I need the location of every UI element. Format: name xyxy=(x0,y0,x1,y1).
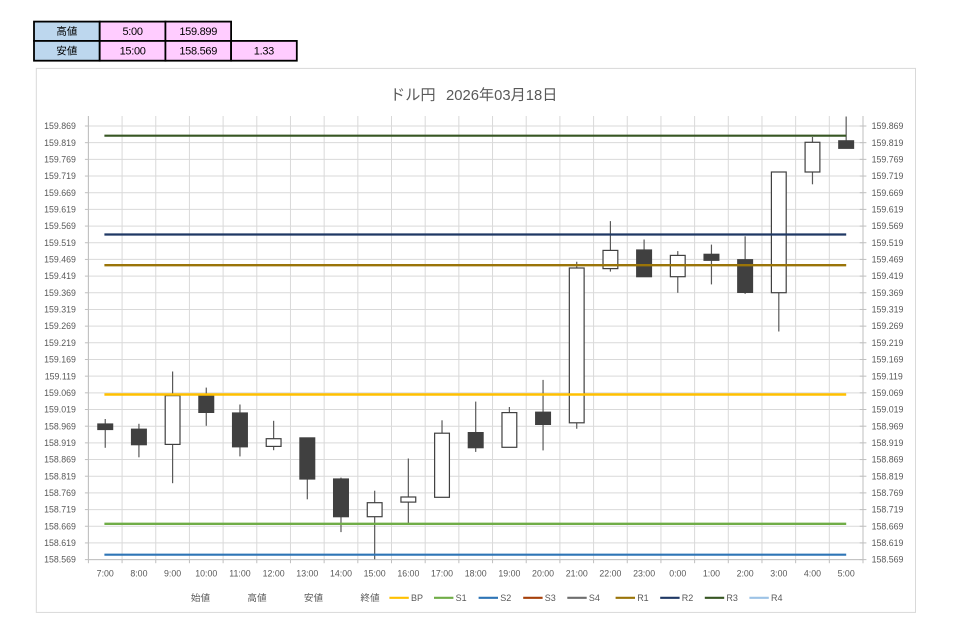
svg-text:21:00: 21:00 xyxy=(566,569,588,579)
svg-text:159.419: 159.419 xyxy=(44,271,76,281)
svg-text:158.919: 158.919 xyxy=(44,438,76,448)
svg-text:158.869: 158.869 xyxy=(44,455,76,465)
svg-text:12:00: 12:00 xyxy=(263,569,285,579)
svg-text:11:00: 11:00 xyxy=(229,569,250,579)
svg-text:15:00: 15:00 xyxy=(364,569,386,579)
svg-text:159.869: 159.869 xyxy=(44,121,76,131)
svg-text:159.469: 159.469 xyxy=(872,255,904,265)
svg-text:158.819: 158.819 xyxy=(44,471,76,481)
svg-text:158.569: 158.569 xyxy=(872,555,904,565)
svg-text:S1: S1 xyxy=(456,593,467,603)
svg-text:158.669: 158.669 xyxy=(872,521,904,531)
svg-text:159.319: 159.319 xyxy=(44,305,76,315)
svg-text:S3: S3 xyxy=(545,593,556,603)
svg-text:159.519: 159.519 xyxy=(44,238,76,248)
svg-text:22:00: 22:00 xyxy=(599,569,621,579)
svg-text:R1: R1 xyxy=(637,593,649,603)
svg-text:159.619: 159.619 xyxy=(44,204,76,214)
svg-text:R3: R3 xyxy=(726,593,738,603)
svg-text:9:00: 9:00 xyxy=(164,569,181,579)
svg-text:158.869: 158.869 xyxy=(872,455,904,465)
svg-text:159.719: 159.719 xyxy=(44,171,76,181)
svg-text:159.219: 159.219 xyxy=(872,338,904,348)
svg-text:159.469: 159.469 xyxy=(44,255,76,265)
svg-text:5:00: 5:00 xyxy=(122,26,142,38)
svg-text:03: 03 xyxy=(494,88,510,104)
svg-text:S4: S4 xyxy=(589,593,600,603)
svg-text:159.169: 159.169 xyxy=(44,355,76,365)
svg-text:159.619: 159.619 xyxy=(872,204,904,214)
svg-text:16:00: 16:00 xyxy=(397,569,419,579)
svg-text:159.269: 159.269 xyxy=(872,321,904,331)
svg-text:158.769: 158.769 xyxy=(872,488,904,498)
svg-text:158.669: 158.669 xyxy=(44,521,76,531)
svg-text:15:00: 15:00 xyxy=(120,46,146,58)
svg-text:159.819: 159.819 xyxy=(872,138,904,148)
svg-text:BP: BP xyxy=(411,593,423,603)
svg-text:3:00: 3:00 xyxy=(770,569,787,579)
svg-text:158.619: 158.619 xyxy=(872,538,904,548)
svg-text:20:00: 20:00 xyxy=(532,569,554,579)
svg-text:4:00: 4:00 xyxy=(804,569,821,579)
svg-text:17:00: 17:00 xyxy=(431,569,453,579)
svg-text:159.569: 159.569 xyxy=(44,221,76,231)
svg-text:159.119: 159.119 xyxy=(45,371,76,381)
svg-text:7:00: 7:00 xyxy=(97,569,114,579)
svg-text:159.119: 159.119 xyxy=(872,371,903,381)
svg-text:159.219: 159.219 xyxy=(44,338,76,348)
svg-text:158.719: 158.719 xyxy=(44,505,76,515)
svg-text:159.319: 159.319 xyxy=(872,305,904,315)
svg-text:8:00: 8:00 xyxy=(130,569,147,579)
svg-text:18: 18 xyxy=(526,88,542,104)
svg-text:158.619: 158.619 xyxy=(44,538,76,548)
svg-text:159.369: 159.369 xyxy=(44,288,76,298)
svg-text:R2: R2 xyxy=(682,593,694,603)
svg-text:159.069: 159.069 xyxy=(872,388,904,398)
svg-text:159.019: 159.019 xyxy=(872,405,904,415)
svg-text:159.169: 159.169 xyxy=(872,355,904,365)
svg-text:158.569: 158.569 xyxy=(44,555,76,565)
svg-text:158.919: 158.919 xyxy=(872,438,904,448)
svg-text:14:00: 14:00 xyxy=(330,569,352,579)
svg-text:159.769: 159.769 xyxy=(44,154,76,164)
svg-text:159.069: 159.069 xyxy=(44,388,76,398)
svg-text:18:00: 18:00 xyxy=(465,569,487,579)
svg-text:2:00: 2:00 xyxy=(737,569,754,579)
svg-text:158.569: 158.569 xyxy=(179,46,217,58)
svg-text:158.719: 158.719 xyxy=(872,505,904,515)
svg-text:159.719: 159.719 xyxy=(872,171,904,181)
svg-text:5:00: 5:00 xyxy=(838,569,855,579)
svg-text:159.519: 159.519 xyxy=(872,238,904,248)
svg-text:159.899: 159.899 xyxy=(179,26,217,38)
svg-text:1:00: 1:00 xyxy=(703,569,720,579)
svg-text:1.33: 1.33 xyxy=(254,46,274,58)
svg-text:159.669: 159.669 xyxy=(44,188,76,198)
svg-text:159.869: 159.869 xyxy=(872,121,904,131)
svg-text:159.769: 159.769 xyxy=(872,154,904,164)
svg-text:158.819: 158.819 xyxy=(872,471,904,481)
svg-text:158.969: 158.969 xyxy=(44,421,76,431)
svg-text:159.669: 159.669 xyxy=(872,188,904,198)
svg-text:2026: 2026 xyxy=(446,88,479,104)
svg-text:158.969: 158.969 xyxy=(872,421,904,431)
svg-text:S2: S2 xyxy=(500,593,511,603)
svg-text:158.769: 158.769 xyxy=(44,488,76,498)
svg-text:159.569: 159.569 xyxy=(872,221,904,231)
svg-text:159.419: 159.419 xyxy=(872,271,904,281)
svg-text:159.019: 159.019 xyxy=(44,405,76,415)
svg-text:159.369: 159.369 xyxy=(872,288,904,298)
svg-text:159.269: 159.269 xyxy=(44,321,76,331)
svg-text:19:00: 19:00 xyxy=(498,569,520,579)
svg-text:23:00: 23:00 xyxy=(633,569,655,579)
svg-text:13:00: 13:00 xyxy=(296,569,318,579)
svg-text:10:00: 10:00 xyxy=(195,569,217,579)
svg-text:159.819: 159.819 xyxy=(44,138,76,148)
svg-text:R4: R4 xyxy=(771,593,783,603)
svg-text:0:00: 0:00 xyxy=(669,569,686,579)
